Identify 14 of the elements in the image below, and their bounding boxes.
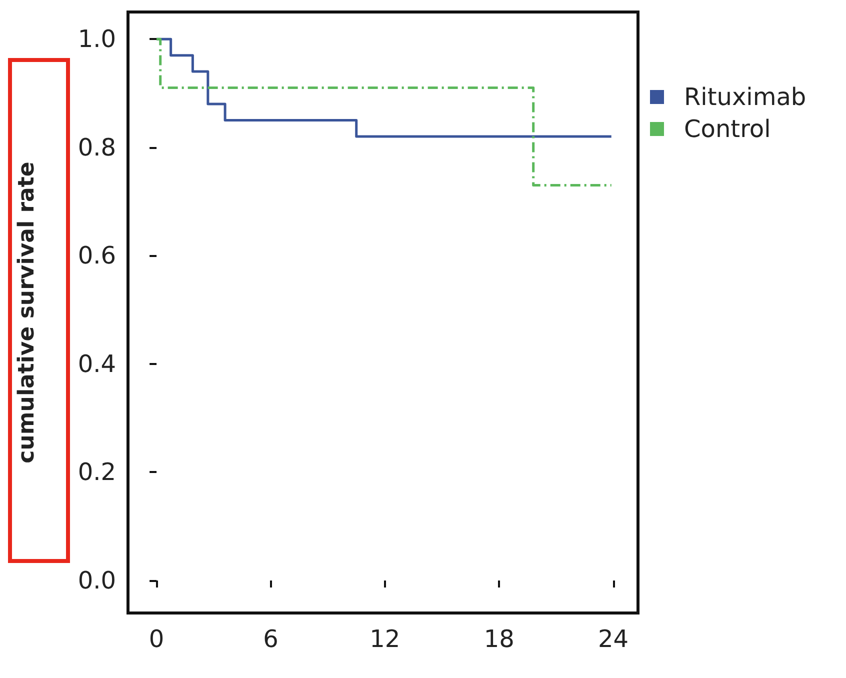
y-tick-label: 1.0 — [78, 25, 116, 54]
y-tick-label: 0.0 — [78, 566, 116, 595]
x-tick-label: 12 — [370, 625, 400, 653]
y-tick-label: 0.2 — [78, 458, 116, 486]
y-tick-label: 0.8 — [78, 133, 116, 162]
x-tick-label: 6 — [263, 625, 278, 653]
legend-label: Control — [684, 115, 771, 143]
y-tick-label: 0.4 — [78, 350, 116, 378]
x-tick-label: 0 — [148, 625, 164, 653]
y-tick-label: 0.6 — [78, 242, 116, 270]
legend-label: Rituximab — [684, 83, 806, 111]
x-tick-label: 18 — [484, 625, 514, 653]
x-tick-label: 24 — [598, 625, 629, 653]
y-axis-title: cumulative survival rate — [14, 162, 40, 464]
